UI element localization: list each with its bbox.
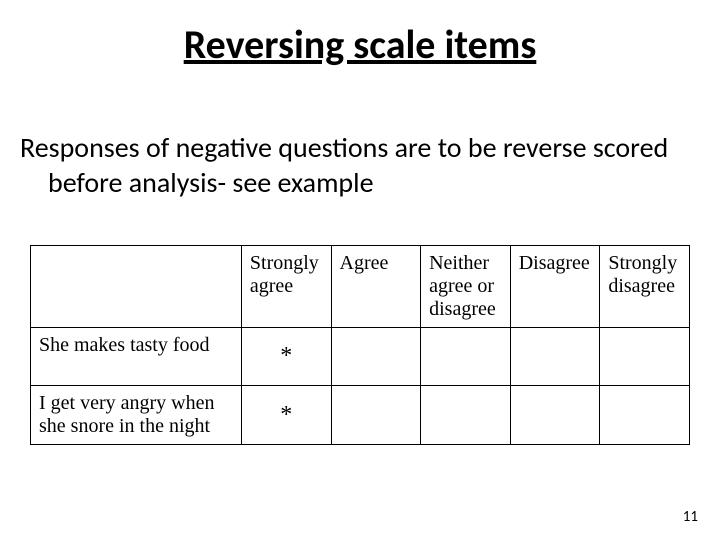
slide-title: Reversing scale items [0, 20, 720, 69]
row-label: She makes tasty food [31, 328, 242, 386]
cell-mark [510, 328, 600, 386]
table-row: I get very angry when she snore in the n… [31, 386, 690, 445]
body-text-content: Responses of negative questions are to b… [20, 130, 700, 200]
cell-mark [331, 328, 421, 386]
cell-mark [421, 328, 511, 386]
table-header-agree: Agree [331, 246, 421, 328]
cell-mark [421, 386, 511, 445]
cell-mark [510, 386, 600, 445]
table-header-strongly-agree: Strongly agree [241, 246, 331, 328]
row-label: I get very angry when she snore in the n… [31, 386, 242, 445]
table-header-row: Strongly agree Agree Neither agree or di… [31, 246, 690, 328]
cell-mark [331, 386, 421, 445]
cell-mark: * [241, 328, 331, 386]
cell-mark: * [241, 386, 331, 445]
slide: Reversing scale items Responses of negat… [0, 0, 720, 540]
table-header-neither: Neither agree or disagree [421, 246, 511, 328]
table-header-strongly-disagree: Strongly disagree [600, 246, 690, 328]
page-number: 11 [683, 508, 698, 526]
cell-mark [600, 328, 690, 386]
cell-mark [600, 386, 690, 445]
table-header-blank [31, 246, 242, 328]
body-text: Responses of negative questions are to b… [20, 130, 700, 200]
likert-table-container: Strongly agree Agree Neither agree or di… [30, 245, 690, 445]
table-header-disagree: Disagree [510, 246, 600, 328]
likert-table: Strongly agree Agree Neither agree or di… [30, 245, 690, 445]
table-row: She makes tasty food * [31, 328, 690, 386]
